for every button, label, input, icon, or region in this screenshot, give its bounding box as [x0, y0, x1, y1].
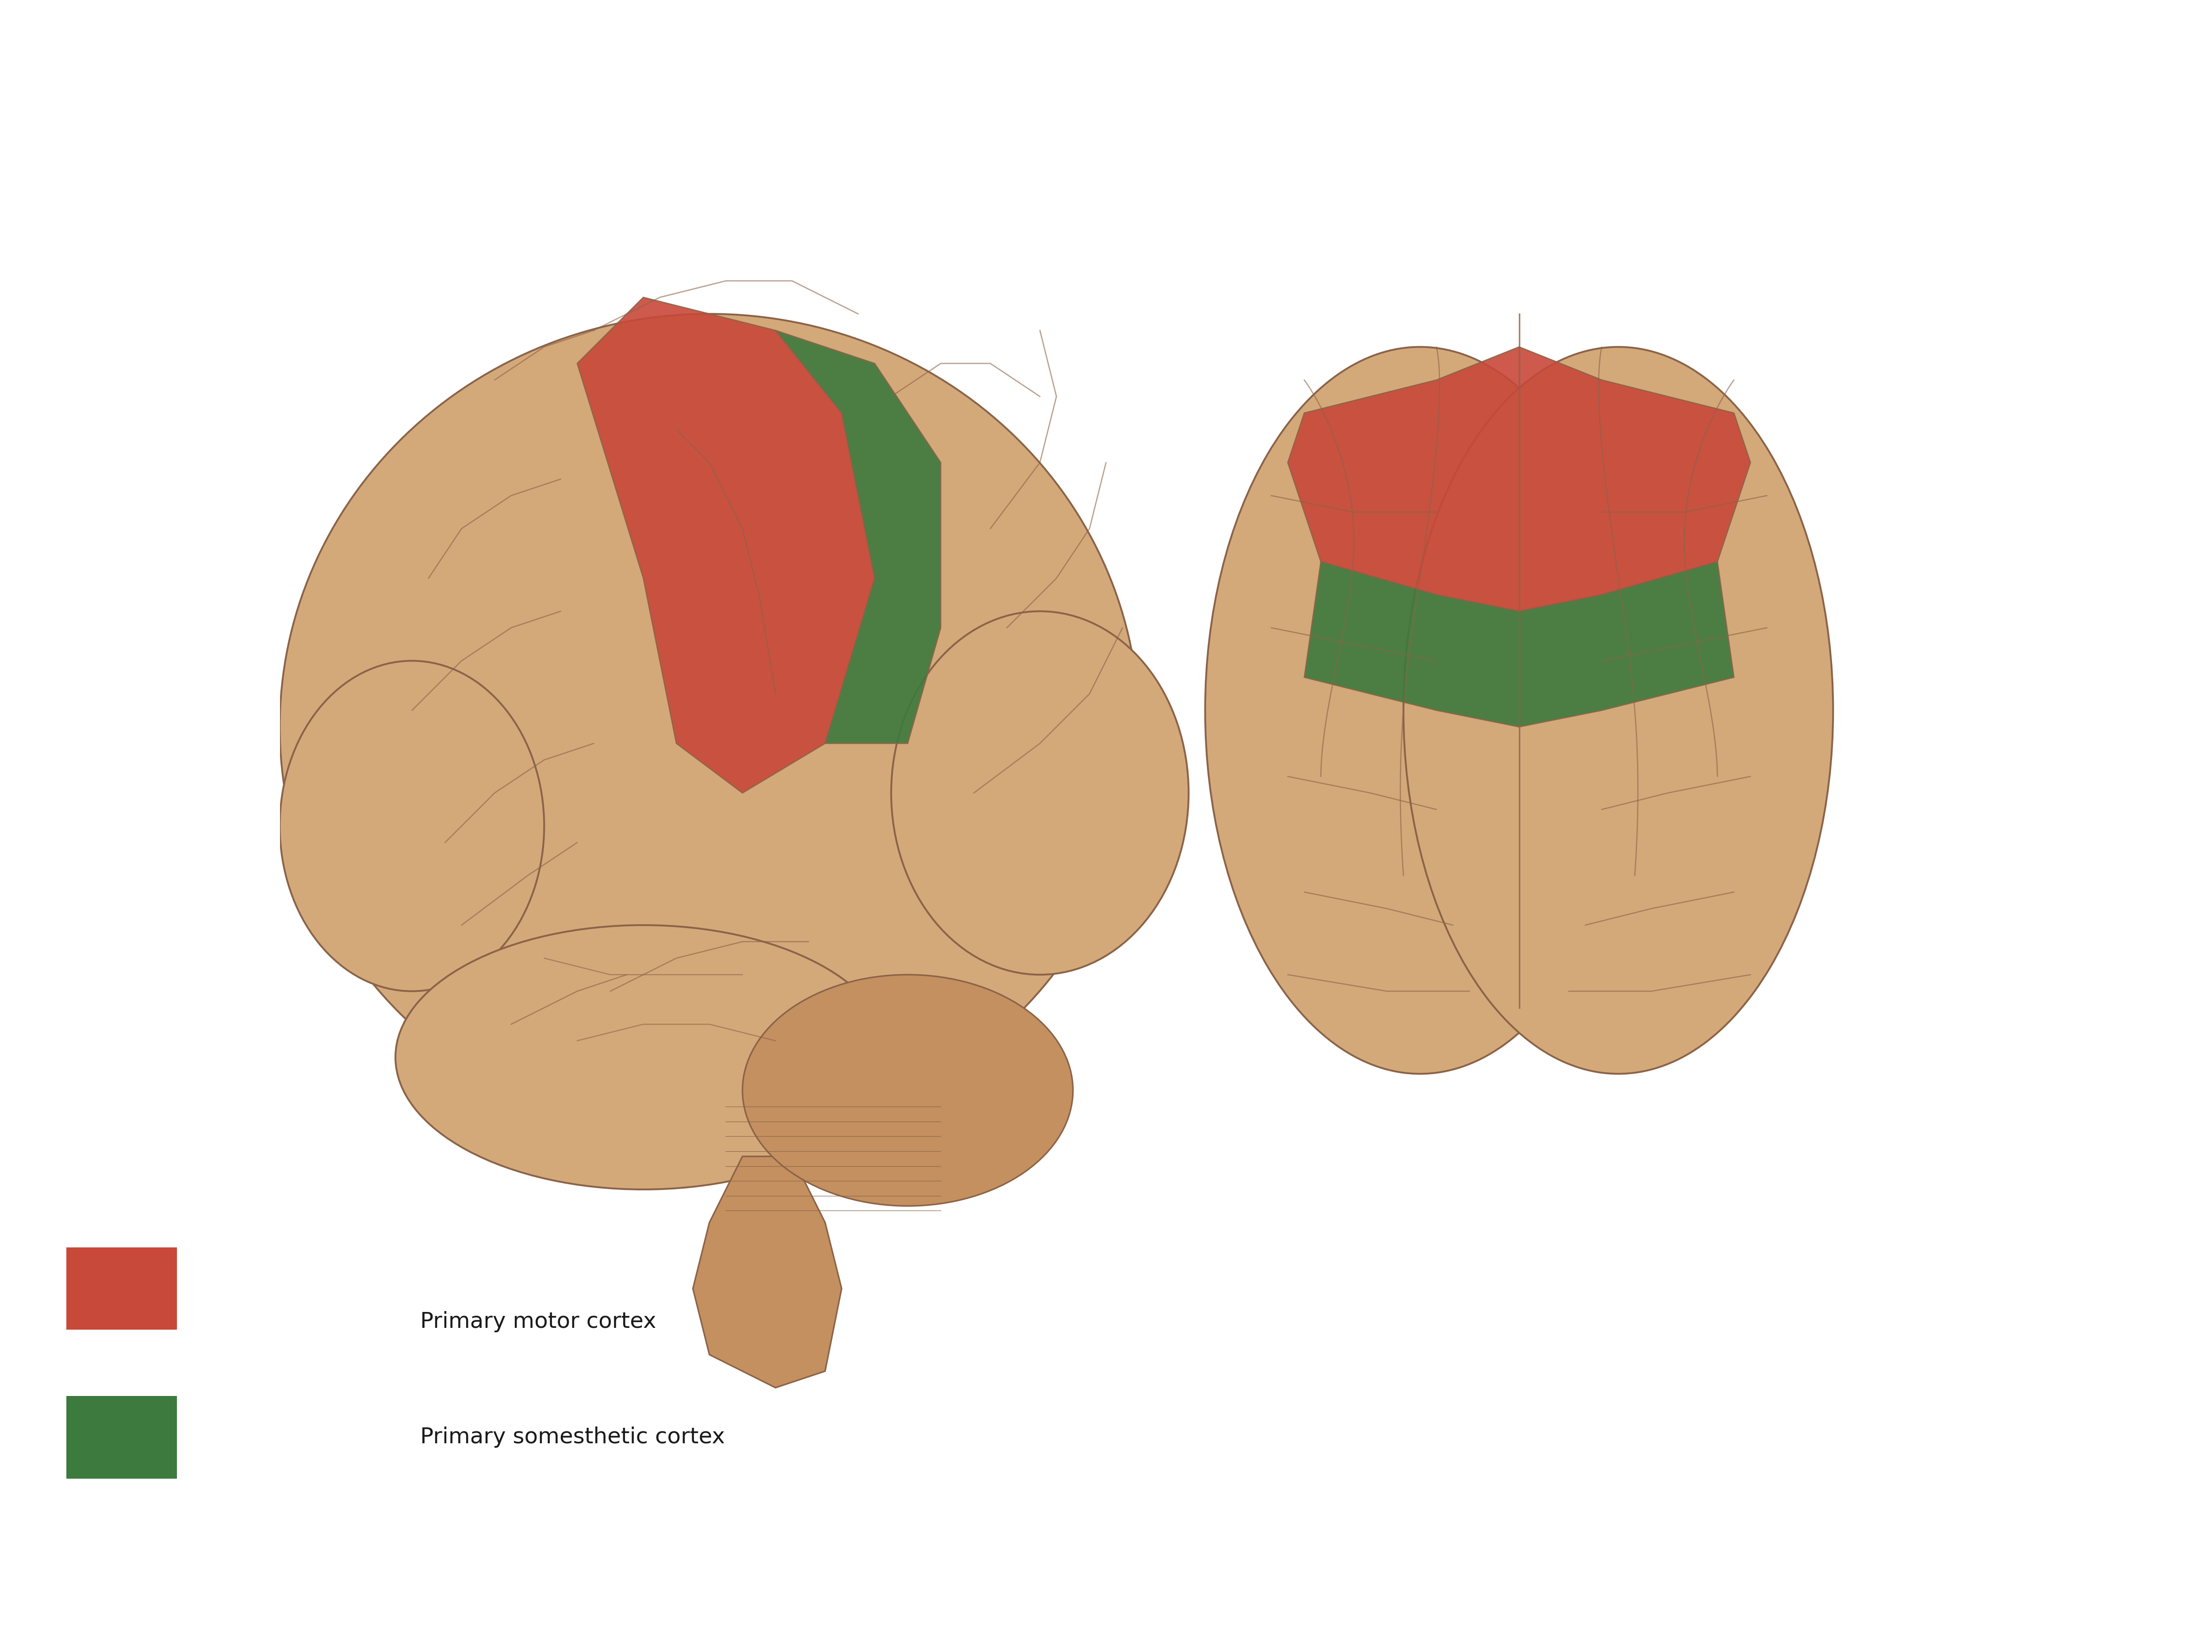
- Polygon shape: [776, 330, 940, 743]
- Ellipse shape: [279, 661, 544, 991]
- Ellipse shape: [279, 314, 1139, 1140]
- Ellipse shape: [743, 975, 1073, 1206]
- Polygon shape: [1305, 562, 1734, 727]
- Polygon shape: [1287, 347, 1750, 611]
- Ellipse shape: [1402, 347, 1834, 1074]
- Text: Primary somesthetic cortex: Primary somesthetic cortex: [420, 1427, 726, 1447]
- Ellipse shape: [891, 611, 1188, 975]
- Ellipse shape: [1206, 347, 1635, 1074]
- Polygon shape: [577, 297, 874, 793]
- Text: Primary motor cortex: Primary motor cortex: [420, 1312, 657, 1332]
- Ellipse shape: [396, 925, 891, 1189]
- Polygon shape: [692, 1156, 841, 1388]
